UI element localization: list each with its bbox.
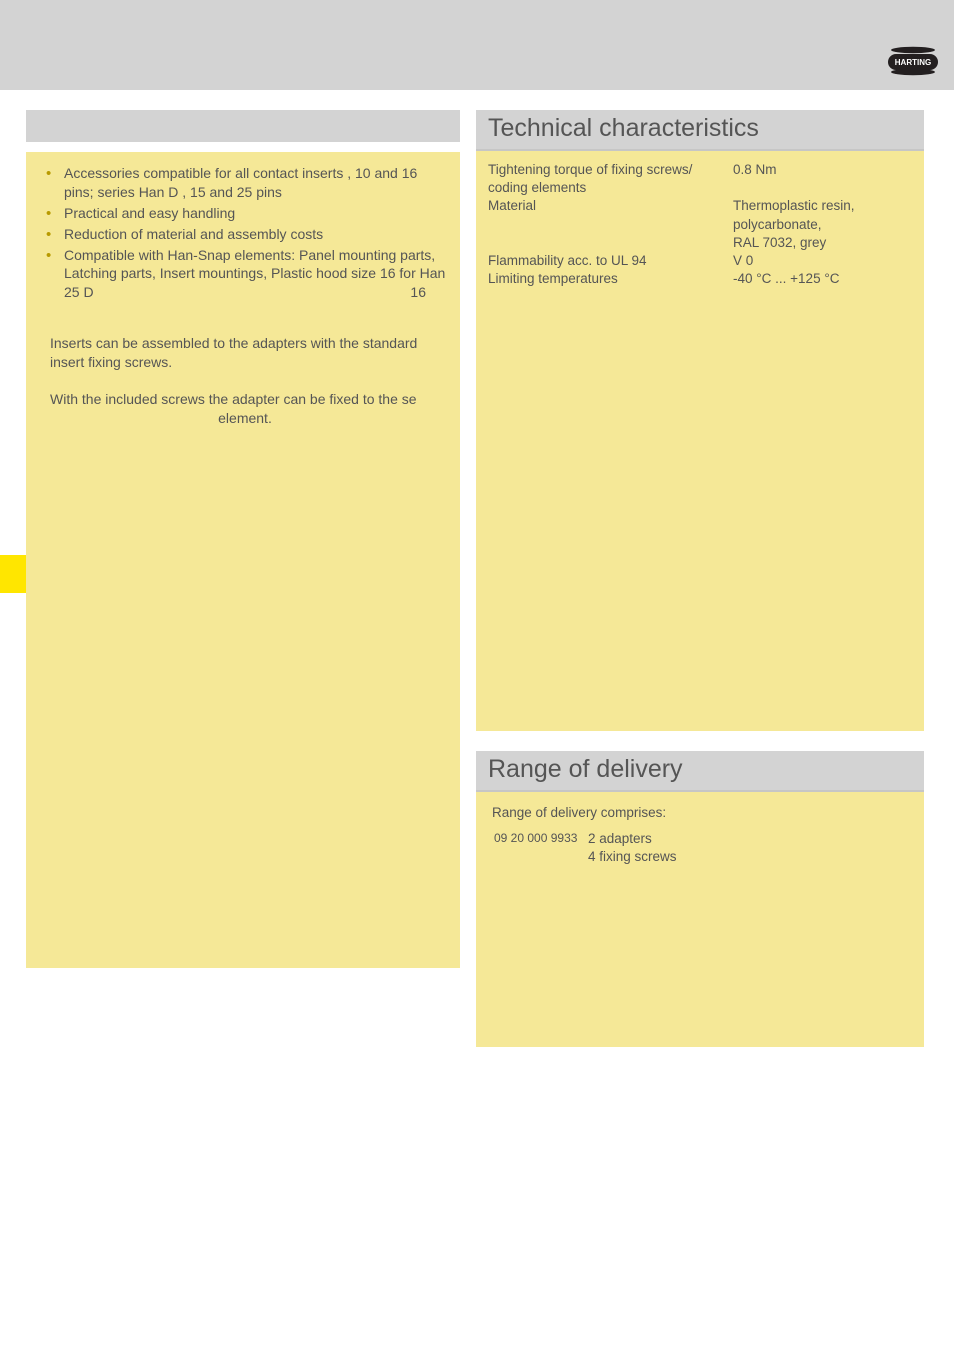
spec-key: Tightening torque of fixing screws/ codi… — [488, 161, 733, 197]
range-of-delivery-panel: Range of delivery comprises: 09 20 000 9… — [476, 792, 924, 1047]
note-paragraph: With the included screws the adapter can… — [40, 390, 446, 428]
spec-row: Flammability acc. to UL 94 V 0 — [488, 252, 912, 270]
feature-bullet: Accessories compatible for all contact i… — [44, 164, 446, 202]
feature-bullet: Reduction of material and assembly costs — [44, 225, 446, 244]
left-grey-block — [26, 110, 460, 142]
note-line: With the included screws the adapter can… — [50, 390, 440, 409]
brand-logo: HARTING — [888, 46, 938, 76]
note-paragraph: Inserts can be assembled to the adapters… — [40, 334, 446, 372]
feature-bullet: Compatible with Han-Snap elements: Panel… — [44, 246, 446, 303]
section-heading-delivery: Range of delivery — [476, 751, 924, 792]
feature-text: Reduction of material and assembly costs — [64, 226, 323, 242]
spec-row: Limiting temperatures -40 °C ... +125 °C — [488, 270, 912, 288]
delivery-row: 09 20 000 9933 2 adapters 4 fixing screw… — [488, 830, 912, 866]
feature-bullet: Practical and easy handling — [44, 204, 446, 223]
section-heading-technical: Technical characteristics — [476, 110, 924, 151]
feature-text: Compatible with Han-Snap elements: Panel… — [64, 247, 445, 301]
part-number: 09 20 000 9933 — [488, 830, 588, 866]
feature-text: Practical and easy handling — [64, 205, 235, 221]
spec-row: Material Thermoplastic resin, polycarbon… — [488, 197, 912, 252]
spec-key: Flammability acc. to UL 94 — [488, 252, 733, 270]
note-line: element. — [50, 409, 440, 428]
spec-value: -40 °C ... +125 °C — [733, 270, 912, 288]
delivery-items: 2 adapters 4 fixing screws — [588, 830, 912, 866]
spec-key: Material — [488, 197, 733, 252]
spec-value: 0.8 Nm — [733, 161, 912, 197]
trailing-number: 16 — [410, 283, 426, 302]
spec-row: Tightening torque of fixing screws/ codi… — [488, 161, 912, 197]
features-panel: Accessories compatible for all contact i… — [26, 152, 460, 968]
delivery-intro: Range of delivery comprises: — [488, 802, 912, 822]
spec-key: Limiting temperatures — [488, 270, 733, 288]
brand-logo-text: HARTING — [895, 58, 931, 67]
header-banner: HARTING — [0, 0, 954, 90]
spec-value: V 0 — [733, 252, 912, 270]
technical-characteristics-panel: Tightening torque of fixing screws/ codi… — [476, 151, 924, 731]
spec-value: Thermoplastic resin, polycarbonate, RAL … — [733, 197, 912, 252]
feature-text: Accessories compatible for all contact i… — [64, 165, 417, 200]
